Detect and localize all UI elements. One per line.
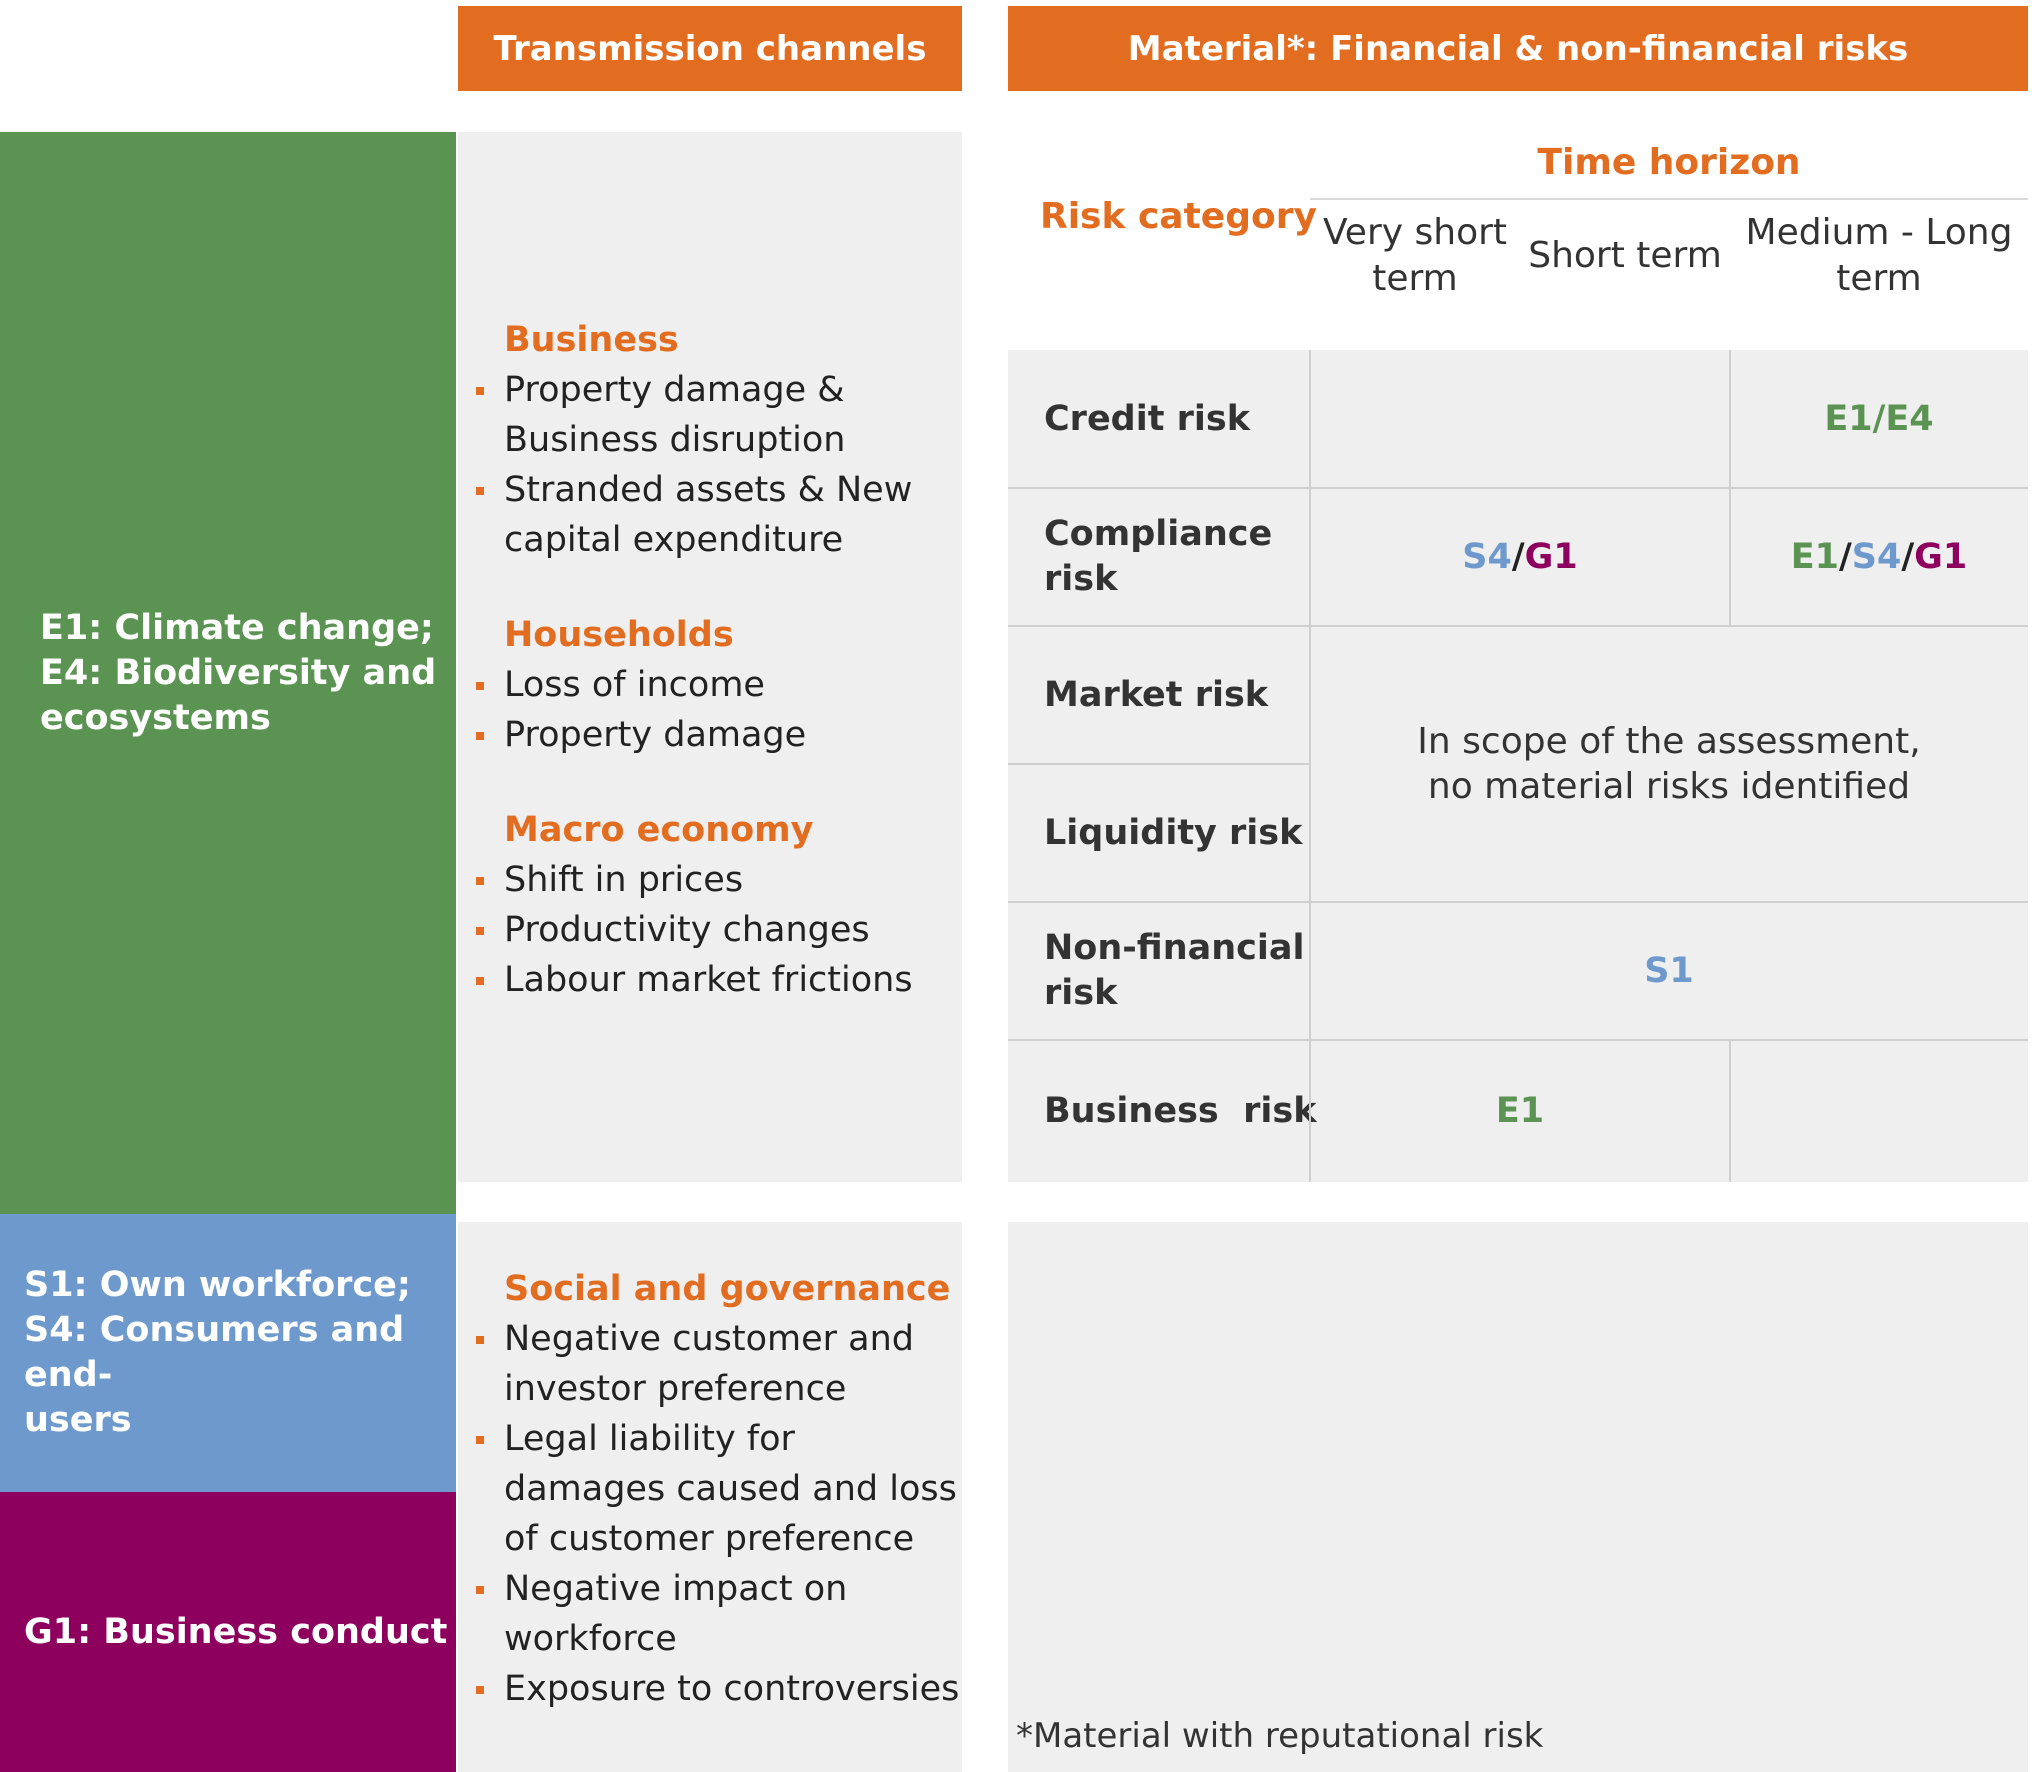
channel-item: Property damage & Business disruption (476, 365, 962, 465)
grid-line (1008, 763, 1310, 765)
channel-item: Shift in prices (476, 855, 962, 905)
channel-item: Property damage (476, 710, 962, 760)
topic-environment: E1: Climate change; E4: Biodiversity and… (0, 132, 456, 1214)
row-non-financial-risk: Non-financial risk (1044, 928, 1305, 1013)
column-short-term: Short term (1528, 235, 1722, 276)
topic-social: S1: Own workforce; S4: Consumers and end… (0, 1214, 456, 1492)
cell-market-liquidity-note: In scope of the assessment, no material … (1417, 721, 1921, 807)
channel-item: Stranded assets & New capital expenditur… (476, 465, 962, 565)
grid-line (1008, 1039, 2028, 1041)
code-g1: G1 (1914, 537, 1968, 577)
channel-item: Negative customer and investor preferenc… (476, 1314, 962, 1414)
channel-group-title: Social and governance (504, 1269, 951, 1309)
cell-business-short: E1 (1495, 1091, 1545, 1131)
channel-item: Legal liability for damages caused and l… (476, 1414, 962, 1564)
channel-group-macro-economy: Macro economy Shift in prices Productivi… (476, 805, 962, 1005)
grid-line (1008, 625, 2028, 627)
code-e1: E1 (1790, 537, 1839, 577)
row-credit-risk: Credit risk (1044, 398, 1251, 439)
row-market-risk: Market risk (1044, 674, 1269, 715)
code-g1: G1 (1524, 537, 1578, 577)
footnote-panel (1008, 1222, 2028, 1772)
code-separator: / (1839, 537, 1852, 577)
footnote: *Material with reputational risk (1016, 1716, 1544, 1756)
code-s4: S4 (1462, 537, 1512, 577)
material-risks-header: Material*: Financial & non-financial ris… (1008, 6, 2028, 91)
channel-item: Labour market frictions (476, 955, 962, 1005)
topic-governance: G1: Business conduct (0, 1492, 456, 1772)
code-separator: / (1511, 537, 1525, 577)
time-horizon-divider (1310, 198, 2028, 200)
channel-item: Exposure to controversies (476, 1664, 962, 1714)
row-compliance-risk: Compliance risk (1044, 514, 1273, 599)
channel-group-title: Business (504, 320, 679, 360)
channel-group-title: Households (504, 615, 734, 655)
channel-item: Productivity changes (476, 905, 962, 955)
channels-environment-panel: Business Property damage & Business disr… (458, 132, 962, 1182)
grid-line (1309, 350, 1311, 1182)
code-separator: / (1901, 537, 1915, 577)
code-s4: S4 (1851, 537, 1902, 577)
channel-group-business: Business Property damage & Business disr… (476, 315, 962, 565)
cell-nonfinancial: S1 (1644, 951, 1694, 991)
time-horizon-label: Time horizon (1537, 142, 1801, 183)
transmission-channels-header: Transmission channels (458, 6, 962, 91)
row-business-risk: Business risk (1044, 1090, 1317, 1131)
channels-social-panel: Social and governance Negative customer … (458, 1222, 962, 1772)
channel-item: Loss of income (476, 660, 962, 710)
grid-line (1008, 487, 2028, 489)
cell-compliance-medium-long: E1/S4/G1 (1730, 488, 2028, 626)
cell-compliance-short: S4/G1 (1310, 488, 1730, 626)
risk-category-label: Risk category (1040, 196, 1317, 237)
column-medium-long-term: Medium - Long term (1745, 212, 2013, 299)
row-liquidity-risk: Liquidity risk (1044, 812, 1303, 853)
channel-item: Negative impact on workforce (476, 1564, 962, 1664)
grid-line (1008, 901, 2028, 903)
channel-group-title: Macro economy (504, 810, 814, 850)
cell-credit-medium-long: E1/E4 (1824, 399, 1934, 439)
grid-line (1729, 1040, 1731, 1182)
column-very-short-term: Very short term (1322, 212, 1508, 299)
channel-group-households: Households Loss of income Property damag… (476, 610, 962, 760)
